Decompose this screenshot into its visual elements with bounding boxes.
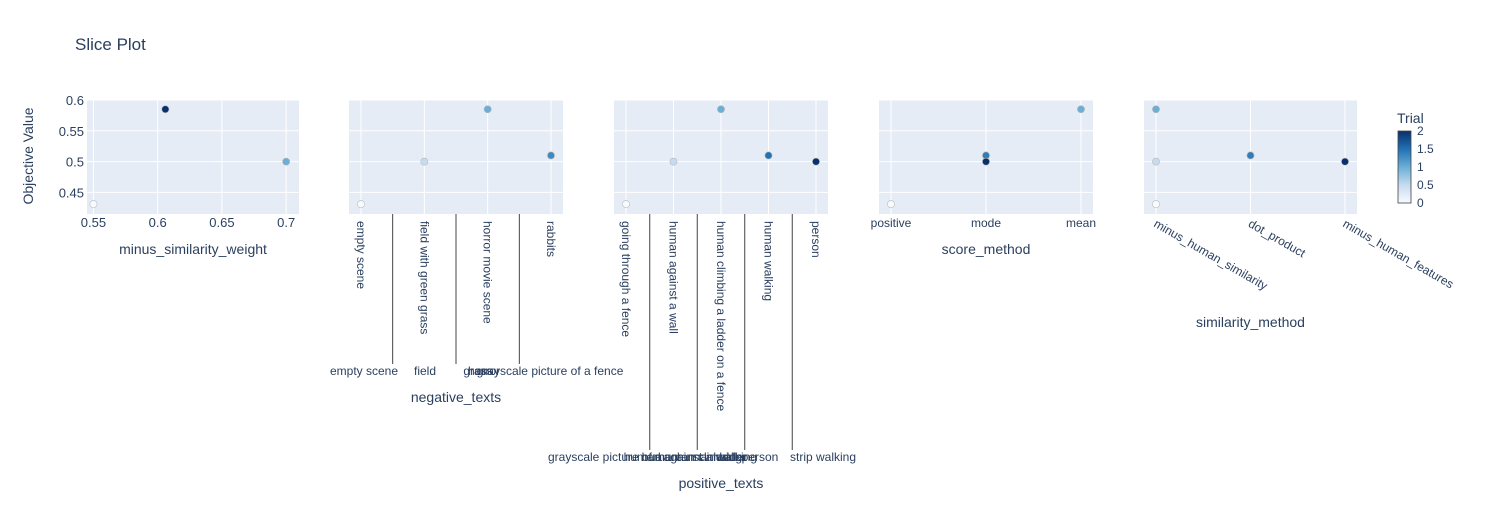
- x-tick-label: 0.6: [149, 215, 167, 230]
- colorbar-title: Trial: [1397, 110, 1424, 126]
- colorbar-tick-label: 2: [1417, 124, 1424, 138]
- x-tick-label: human walking: [762, 221, 776, 301]
- data-point: [669, 157, 678, 166]
- x-tick-label: dot_product: [1246, 216, 1308, 260]
- data-point: [282, 157, 291, 166]
- y-tick-label: 0.5: [66, 155, 84, 170]
- data-point: [483, 105, 492, 114]
- group-label: human climbing: [658, 450, 742, 464]
- x-tick-label: positive: [871, 216, 912, 230]
- group-label: grayscale picture of a: [548, 450, 662, 464]
- x-tick-label: going through a fence: [619, 221, 633, 337]
- colorbar-tick-label: 0: [1417, 196, 1424, 210]
- x-tick-label: 0.55: [81, 215, 106, 230]
- x-axis-label: similarity_method: [1196, 314, 1305, 330]
- x-tick-label: empty scene: [354, 221, 368, 289]
- y-tick-label: 0.55: [59, 124, 84, 139]
- x-tick-label: rabbits: [544, 221, 558, 257]
- group-label: human against a wall: [624, 450, 737, 464]
- chart-title: Slice Plot: [75, 35, 146, 54]
- panel-background: [349, 100, 563, 214]
- x-tick-label: person: [809, 221, 823, 258]
- group-label: field: [414, 364, 436, 378]
- x-tick-label: human climbing a ladder on a fence: [714, 221, 728, 411]
- x-tick-label: horror movie scene: [481, 221, 495, 324]
- x-tick-label: 0.7: [277, 215, 295, 230]
- colorbar-bar: [1397, 130, 1412, 204]
- data-point: [420, 157, 429, 166]
- group-label: human: [642, 450, 679, 464]
- group-label: person: [742, 450, 779, 464]
- x-axis-label: minus_similarity_weight: [119, 241, 267, 257]
- data-point: [812, 157, 820, 166]
- x-tick-label: human against a wall: [667, 221, 681, 334]
- group-label: grass: [463, 364, 492, 378]
- colorbar-tick-label: 1: [1417, 160, 1424, 174]
- data-point: [357, 200, 365, 209]
- data-point: [1077, 105, 1085, 114]
- x-axis-label: positive_texts: [679, 475, 764, 491]
- slice-panel-1: 0.6 0.55 0.5 0.45 0.55 0.6 0.65 0.7 minus_simila…: [59, 93, 299, 257]
- data-point: [89, 200, 98, 209]
- data-point: [1152, 200, 1160, 209]
- x-tick-label: mode: [971, 216, 1001, 230]
- y-axis-label: Objective Value: [20, 107, 36, 204]
- slice-panel-2: empty scene field with green grass horror …: [330, 99, 624, 405]
- data-point: [161, 105, 170, 114]
- x-axis-label: score_method: [942, 241, 1031, 257]
- data-point: [622, 200, 630, 209]
- slice-panel-3: going through a fence human against a wal…: [548, 99, 856, 491]
- group-label: ladder: [713, 450, 746, 464]
- y-tick-label: 0.6: [66, 93, 84, 108]
- y-tick-label: 0.45: [59, 185, 84, 200]
- panel-background: [87, 100, 299, 214]
- group-label: empty scene: [330, 364, 398, 378]
- data-point: [764, 151, 773, 160]
- group-label: strip walking: [790, 450, 856, 464]
- data-point: [1341, 157, 1349, 166]
- data-point: [982, 157, 990, 166]
- group-label: horror: [468, 364, 500, 378]
- x-tick-label: field with green grass: [417, 221, 431, 334]
- slice-panel-4: positive mode mean score_method: [871, 99, 1096, 257]
- colorbar-tick-label: 1.5: [1417, 142, 1434, 156]
- data-point: [887, 200, 895, 209]
- data-point: [1152, 105, 1160, 114]
- data-point: [547, 151, 555, 160]
- x-tick-label: mean: [1066, 216, 1096, 230]
- data-point: [1152, 157, 1160, 166]
- group-label: grayscale picture of a fence: [477, 364, 624, 378]
- x-tick-label: 0.65: [209, 215, 234, 230]
- x-tick-label: minus_human_features: [1341, 216, 1457, 291]
- panels-layer: 0.6 0.55 0.5 0.45 0.55 0.6 0.65 0.7 minus_simila…: [59, 93, 1456, 491]
- data-point: [1246, 151, 1255, 160]
- colorbar: Trial 2 1.5 1 0.5 0: [1397, 110, 1434, 210]
- colorbar-tick-label: 0.5: [1417, 178, 1434, 192]
- x-axis-label: negative_texts: [411, 389, 501, 405]
- data-point: [717, 105, 725, 114]
- group-label: human walking: [677, 450, 757, 464]
